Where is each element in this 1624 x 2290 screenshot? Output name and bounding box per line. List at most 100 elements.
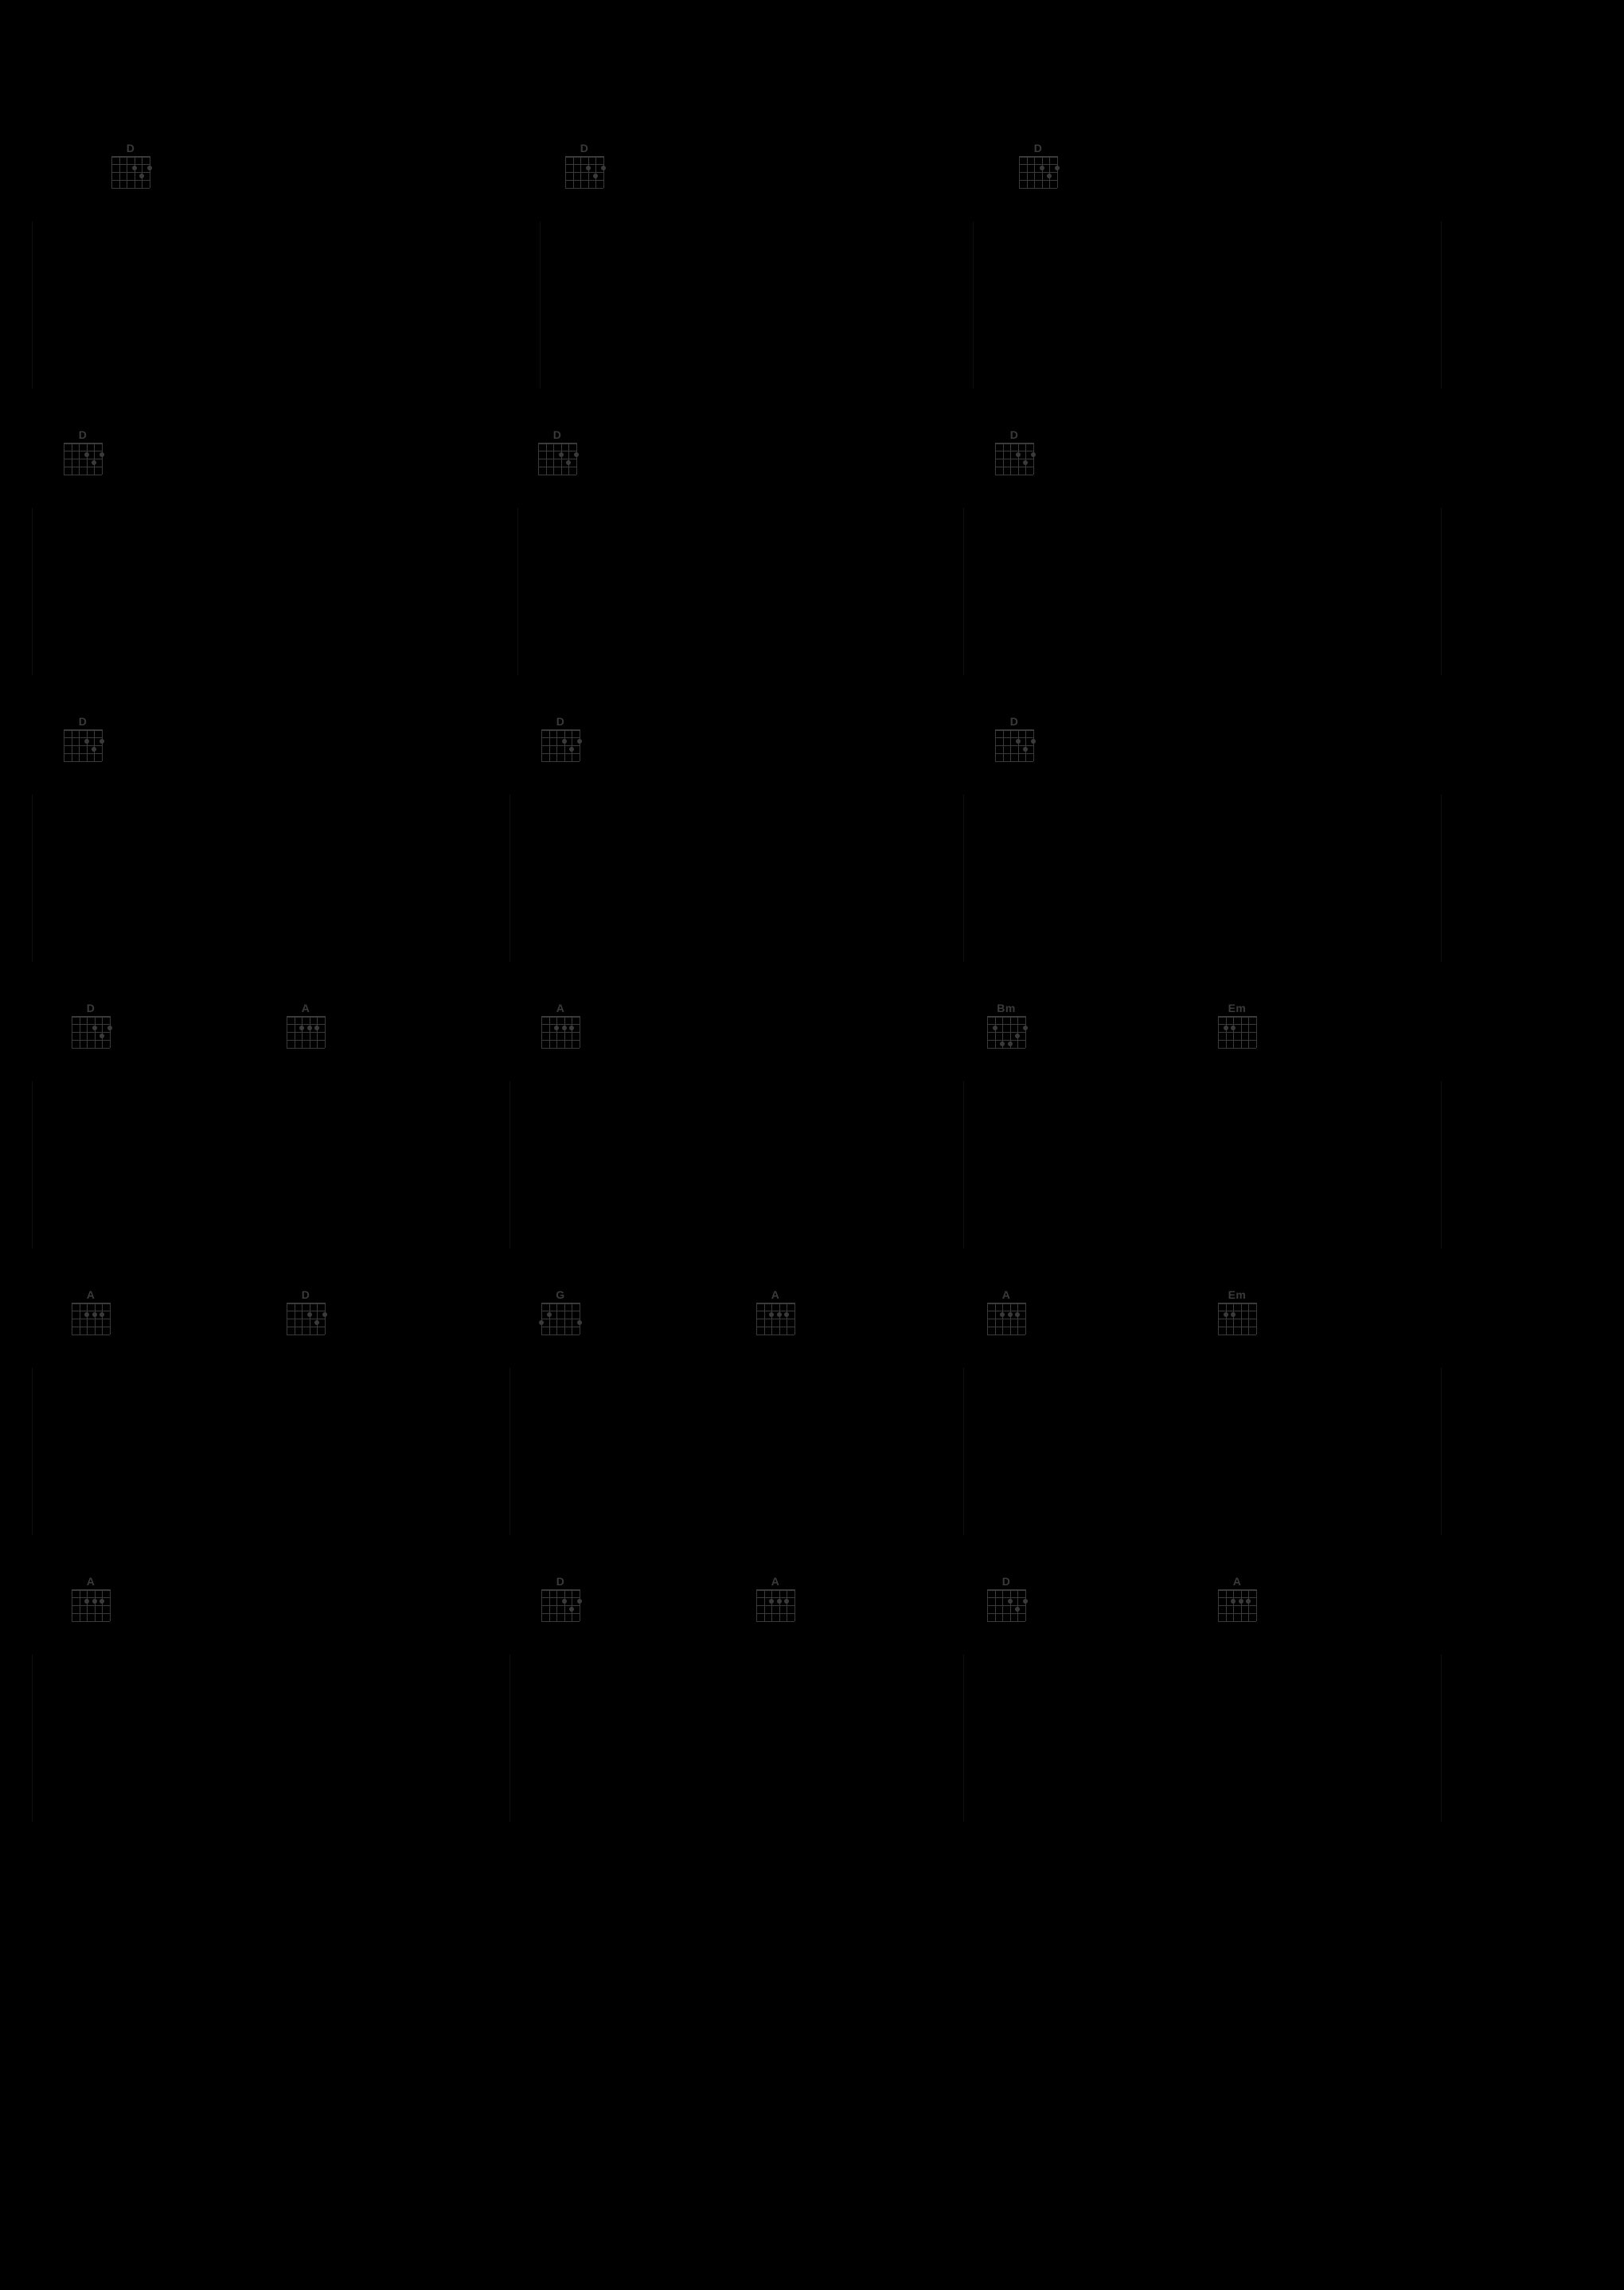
barline [32, 1655, 33, 1822]
chord-label: D [302, 1288, 310, 1301]
chord-diagram: D [64, 428, 102, 475]
barline [1441, 795, 1442, 962]
chord-label: A [771, 1288, 780, 1301]
chord-diagram: D [565, 142, 603, 188]
barline [509, 1368, 510, 1535]
barline [32, 221, 33, 389]
chord-diagram: D [541, 1575, 580, 1621]
chord-grid [287, 1303, 325, 1335]
barline [32, 795, 33, 962]
chord-grid [538, 443, 576, 475]
barline [509, 795, 510, 962]
chord-grid [565, 156, 603, 188]
chord-diagram: D [64, 715, 102, 761]
chord-sheet-page: D D D D D D D D D D A A Bm Em A D G A A Em A D A D A [0, 0, 1624, 2290]
chord-label: D [79, 428, 88, 441]
barline [1441, 1081, 1442, 1249]
barline [1441, 1368, 1442, 1535]
chord-label: A [1002, 1288, 1011, 1301]
chord-diagram: D [1019, 142, 1057, 188]
barline [1441, 1655, 1442, 1822]
chord-diagram: A [1218, 1575, 1256, 1621]
chord-diagram: D [72, 1002, 110, 1048]
chord-diagram: G [541, 1288, 580, 1335]
barline [1441, 221, 1442, 389]
chord-grid [72, 1589, 110, 1621]
chord-grid [287, 1016, 325, 1048]
chord-grid [64, 729, 102, 761]
chord-diagram: Bm [987, 1002, 1025, 1048]
chord-grid [72, 1303, 110, 1335]
chord-diagram: Em [1218, 1002, 1256, 1048]
barline [963, 1081, 964, 1249]
barline [963, 1655, 964, 1822]
barline [1441, 508, 1442, 675]
chord-grid [987, 1016, 1025, 1048]
chord-diagram: A [756, 1288, 794, 1335]
chord-diagram: Em [1218, 1288, 1256, 1335]
chord-diagram: D [987, 1575, 1025, 1621]
chord-grid [1218, 1303, 1256, 1335]
chord-diagram: D [111, 142, 150, 188]
chord-grid [111, 156, 150, 188]
barline [963, 508, 964, 675]
chord-label: D [1002, 1575, 1011, 1588]
chord-label: D [580, 142, 589, 154]
chord-label: A [771, 1575, 780, 1588]
chord-grid [72, 1016, 110, 1048]
chord-label: D [127, 142, 135, 154]
chord-grid [756, 1303, 794, 1335]
chord-label: D [1010, 428, 1019, 441]
chord-label: D [556, 1575, 565, 1588]
barline [32, 1081, 33, 1249]
chord-grid [995, 443, 1033, 475]
chord-diagram: D [538, 428, 576, 475]
chord-diagram: A [756, 1575, 794, 1621]
chord-diagram: A [541, 1002, 580, 1048]
chord-grid [541, 729, 580, 761]
barline [32, 1368, 33, 1535]
chord-diagram: A [987, 1288, 1025, 1335]
chord-grid [64, 443, 102, 475]
barline [540, 221, 541, 389]
chord-grid [995, 729, 1033, 761]
chord-label: G [556, 1288, 564, 1301]
chord-label: Em [1228, 1002, 1247, 1014]
chord-label: D [79, 715, 88, 728]
chord-grid [1218, 1016, 1256, 1048]
barline [509, 1081, 510, 1249]
chord-grid [1218, 1589, 1256, 1621]
chord-diagram: D [995, 715, 1033, 761]
chord-label: D [1034, 142, 1043, 154]
chord-label: D [1010, 715, 1019, 728]
barline [963, 795, 964, 962]
chord-diagram: D [287, 1288, 325, 1335]
chord-label: A [87, 1575, 96, 1588]
chord-label: Bm [997, 1002, 1016, 1014]
chord-grid [756, 1589, 794, 1621]
chord-label: D [87, 1002, 96, 1014]
barline [517, 508, 518, 675]
chord-grid [1019, 156, 1057, 188]
chord-diagram: D [995, 428, 1033, 475]
chord-grid [541, 1016, 580, 1048]
chord-diagram: A [72, 1288, 110, 1335]
chord-grid [541, 1589, 580, 1621]
chord-diagram: A [72, 1575, 110, 1621]
barline [973, 221, 974, 389]
chord-label: A [556, 1002, 565, 1014]
chord-grid [987, 1589, 1025, 1621]
barline [32, 508, 33, 675]
barline [963, 1368, 964, 1535]
chord-grid [541, 1303, 580, 1335]
chord-diagram: D [541, 715, 580, 761]
chord-label: D [553, 428, 562, 441]
chord-label: Em [1228, 1288, 1247, 1301]
chord-label: A [87, 1288, 96, 1301]
chord-diagram: A [287, 1002, 325, 1048]
chord-label: D [556, 715, 565, 728]
chord-label: A [302, 1002, 310, 1014]
barline [509, 1655, 510, 1822]
chord-label: A [1233, 1575, 1242, 1588]
chord-grid [987, 1303, 1025, 1335]
